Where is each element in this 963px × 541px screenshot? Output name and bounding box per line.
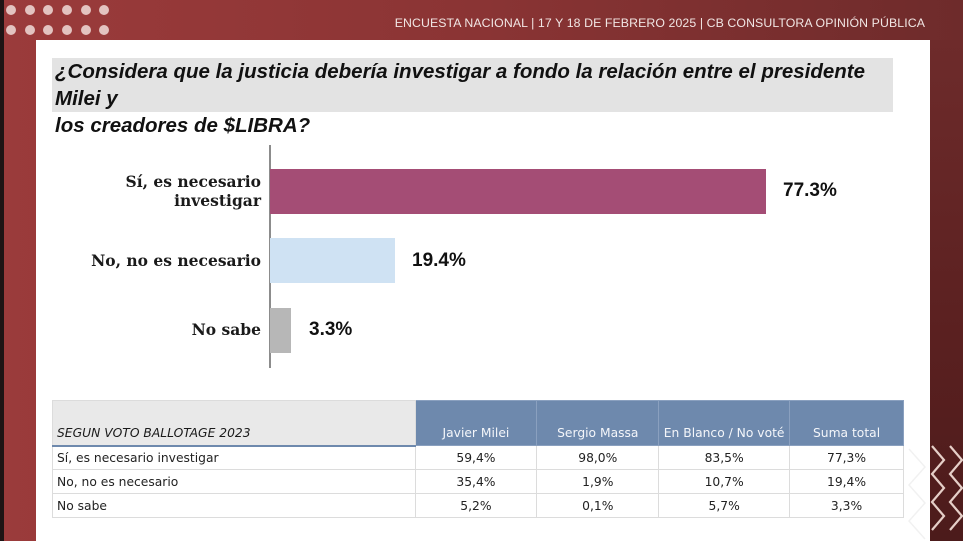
dot-row bbox=[6, 24, 110, 35]
left-edge-strip bbox=[0, 0, 4, 541]
dot-icon bbox=[24, 5, 35, 15]
column-header: Sergio Massa bbox=[536, 400, 660, 446]
table-header-row: SEGUN VOTO BALLOTAGE 2023 Javier Milei S… bbox=[52, 400, 904, 447]
faint-chevron-pattern-icon bbox=[907, 448, 927, 540]
dot-icon bbox=[6, 5, 16, 15]
row-label: No sabe bbox=[52, 493, 416, 518]
table-cell: 59,4% bbox=[414, 445, 538, 470]
row-label: Sí, es necesario investigar bbox=[52, 445, 416, 470]
bar-no bbox=[270, 238, 395, 283]
table-cell: 5,2% bbox=[414, 493, 538, 518]
category-label-dont-know: No sabe bbox=[191, 320, 261, 339]
value-label-no: 19.4% bbox=[412, 250, 466, 271]
table-cell: 77,3% bbox=[789, 445, 904, 470]
table-cell: 10,7% bbox=[658, 469, 791, 494]
table-cell: 0,1% bbox=[536, 493, 660, 518]
category-label-line: Sí, es necesario bbox=[125, 172, 261, 191]
survey-header: ENCUESTA NACIONAL | 17 Y 18 DE FEBRERO 2… bbox=[394, 16, 925, 30]
dot-icon bbox=[62, 5, 73, 15]
bar-dont-know bbox=[270, 308, 291, 353]
column-header: En Blanco / No voté bbox=[658, 400, 791, 446]
table-cell: 19,4% bbox=[789, 469, 904, 494]
content-panel: ¿Considera que la justicia debería inves… bbox=[36, 40, 930, 541]
question-title: ¿Considera que la justicia debería inves… bbox=[52, 58, 893, 137]
dot-icon bbox=[43, 5, 54, 15]
value-label-yes: 77.3% bbox=[783, 180, 837, 201]
value-label-dont-know: 3.3% bbox=[309, 319, 353, 340]
table-cell: 5,7% bbox=[658, 493, 791, 518]
row-label: No, no es necesario bbox=[52, 469, 416, 494]
dot-icon bbox=[80, 24, 91, 35]
dot-icon bbox=[99, 5, 110, 15]
dot-icon bbox=[43, 24, 54, 35]
bar-yes bbox=[270, 169, 766, 214]
column-header: Javier Milei bbox=[414, 400, 538, 446]
bar-chart: Sí, es necesario investigar 77.3% No, no… bbox=[36, 40, 930, 380]
dot-icon bbox=[80, 5, 91, 15]
category-label-line: investigar bbox=[174, 191, 261, 210]
category-label-no: No, no es necesario bbox=[91, 251, 261, 270]
table-cell: 3,3% bbox=[789, 493, 904, 518]
decorative-dots bbox=[6, 5, 110, 44]
table-title: SEGUN VOTO BALLOTAGE 2023 bbox=[52, 400, 416, 447]
table-row: Sí, es necesario investigar 59,4% 98,0% … bbox=[52, 445, 904, 470]
right-frame bbox=[930, 40, 963, 541]
question-line-1: ¿Considera que la justicia debería inves… bbox=[55, 60, 865, 110]
chart-axis bbox=[269, 145, 271, 368]
table-cell: 98,0% bbox=[536, 445, 660, 470]
table-row: No, no es necesario 35,4% 1,9% 10,7% 19,… bbox=[52, 469, 904, 494]
column-header: Suma total bbox=[789, 400, 904, 446]
dot-icon bbox=[62, 24, 73, 35]
dot-row bbox=[6, 5, 110, 15]
table-row: No sabe 5,2% 0,1% 5,7% 3,3% bbox=[52, 493, 904, 518]
dot-icon bbox=[99, 24, 110, 35]
crosstab-table: SEGUN VOTO BALLOTAGE 2023 Javier Milei S… bbox=[52, 400, 904, 518]
table-cell: 1,9% bbox=[536, 469, 660, 494]
category-label-yes: Sí, es necesario investigar bbox=[126, 172, 261, 210]
dot-icon bbox=[6, 24, 16, 35]
question-line-2: los creadores de $LIBRA? bbox=[55, 114, 311, 137]
dot-icon bbox=[24, 24, 35, 35]
chevron-pattern-icon bbox=[930, 445, 963, 531]
table-cell: 35,4% bbox=[414, 469, 538, 494]
table-cell: 83,5% bbox=[658, 445, 791, 470]
